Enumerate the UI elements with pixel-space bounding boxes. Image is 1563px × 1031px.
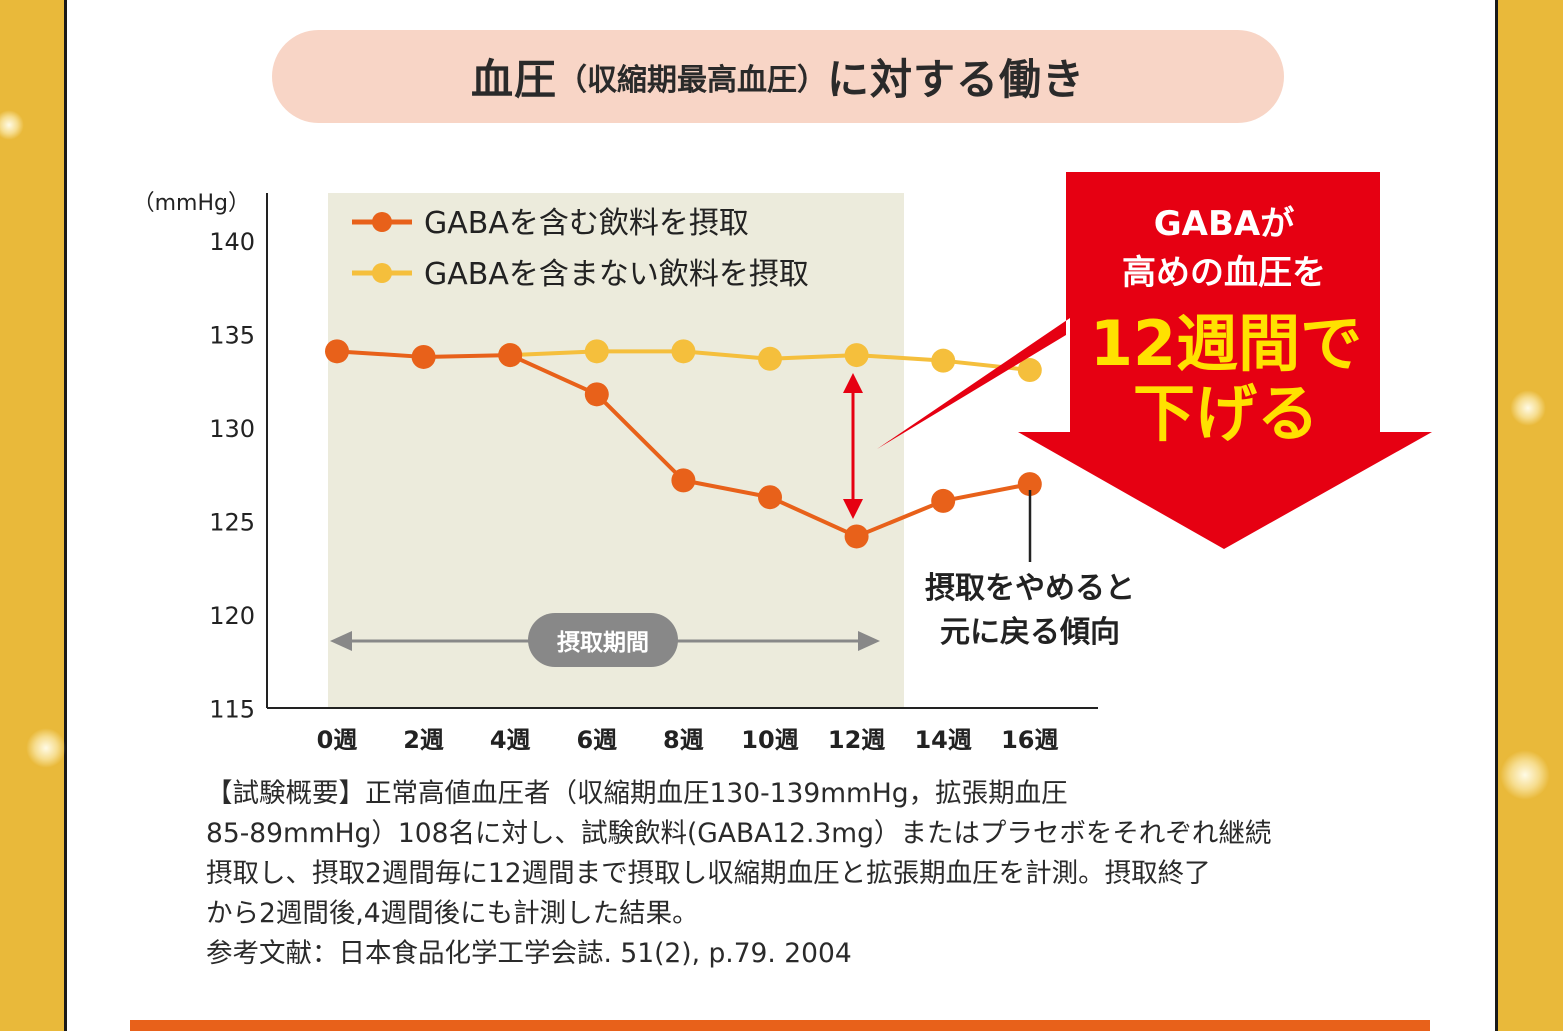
sparkle bbox=[1500, 750, 1550, 800]
legend-label-gaba: GABAを含む飲料を摂取 bbox=[424, 206, 749, 241]
stop-annotation-line2: 元に戻る傾向 bbox=[940, 615, 1120, 650]
summary-line: 85-89mmHg）108名に対し、試験飲料(GABA12.3mg）またはプラセ… bbox=[206, 818, 1272, 849]
x-tick-label: 2週 bbox=[403, 726, 444, 754]
x-tick-label: 4週 bbox=[490, 726, 531, 754]
y-tick-label: 120 bbox=[209, 602, 255, 630]
legend-label-placebo: GABAを含まない飲料を摂取 bbox=[424, 257, 809, 292]
placebo-data-point bbox=[671, 339, 696, 364]
summary-line: 【試験概要】正常高値血圧者（収縮期血圧130-139mmHg，拡張期血圧 bbox=[206, 778, 1068, 809]
gaba-data-point bbox=[325, 339, 349, 364]
chart-title: 血圧 （収縮期最高血圧） に対する働き bbox=[272, 30, 1284, 123]
gaba-data-point bbox=[844, 524, 869, 549]
placebo-data-point bbox=[584, 339, 609, 364]
gaba-data-point bbox=[411, 344, 436, 369]
gaba-data-point bbox=[498, 343, 523, 368]
callout-line1: GABAが bbox=[1154, 204, 1294, 244]
bottom-divider bbox=[130, 1020, 1430, 1031]
legend-marker-placebo bbox=[372, 263, 392, 283]
callout-arrow: GABAが 高めの血圧を 12週間で 下げる bbox=[877, 172, 1432, 549]
placebo-data-point bbox=[844, 343, 869, 368]
y-axis-label: （mmHg） bbox=[133, 191, 250, 216]
callout-line4: 下げる bbox=[1133, 377, 1319, 450]
difference-arrow bbox=[843, 373, 863, 519]
y-tick-label: 125 bbox=[209, 509, 255, 537]
x-tick-label: 12週 bbox=[828, 726, 885, 754]
title-main-prefix: 血圧 bbox=[470, 55, 557, 104]
placebo-data-point bbox=[1017, 358, 1042, 383]
gaba-data-point bbox=[1017, 472, 1042, 497]
x-tick-label: 6週 bbox=[576, 726, 617, 754]
sparkle bbox=[0, 110, 24, 140]
title-main-suffix: に対する働き bbox=[827, 55, 1086, 104]
y-tick-label: 115 bbox=[209, 696, 255, 724]
gaba-data-point bbox=[671, 468, 696, 493]
summary-line: 摂取し、摂取2週間毎に12週間まで摂取し収縮期血圧と拡張期血圧を計測。摂取終了 bbox=[206, 858, 1211, 889]
sparkle bbox=[1510, 390, 1546, 426]
reference-line: 参考文献：日本食品化学工学会誌. 51(2), p.79. 2004 bbox=[206, 938, 852, 969]
y-tick-label: 140 bbox=[209, 228, 255, 256]
intake-period-label: 摂取期間 bbox=[557, 630, 649, 656]
placebo-data-point bbox=[931, 348, 956, 373]
trial-summary: 【試験概要】正常高値血圧者（収縮期血圧130-139mmHg，拡張期血圧 85-… bbox=[206, 774, 1406, 974]
stop-annotation-line1: 摂取をやめると bbox=[925, 571, 1135, 606]
callout-line3: 12週間で bbox=[1090, 307, 1362, 380]
gaba-data-point bbox=[931, 488, 956, 513]
gaba-data-point bbox=[584, 382, 609, 407]
x-tick-label: 10週 bbox=[741, 726, 798, 754]
x-tick-label: 0週 bbox=[317, 726, 358, 754]
gaba-data-point bbox=[758, 485, 782, 510]
intake-period-arrow: 摂取期間 bbox=[330, 613, 880, 667]
callout-line2: 高めの血圧を bbox=[1122, 253, 1326, 293]
x-tick-label: 8週 bbox=[663, 726, 704, 754]
x-tick-label: 16週 bbox=[1001, 726, 1058, 754]
sparkle bbox=[26, 728, 66, 768]
legend-marker-gaba bbox=[372, 212, 392, 232]
title-subtitle: （収縮期最高血圧） bbox=[557, 62, 827, 98]
legend: GABAを含む飲料を摂取 GABAを含まない飲料を摂取 bbox=[352, 206, 809, 292]
y-tick-label: 135 bbox=[209, 322, 255, 350]
placebo-data-point bbox=[758, 346, 782, 371]
summary-line: から2週間後,4週間後にも計測した結果。 bbox=[206, 898, 699, 929]
x-tick-label: 14週 bbox=[914, 726, 971, 754]
y-tick-label: 130 bbox=[209, 415, 255, 443]
